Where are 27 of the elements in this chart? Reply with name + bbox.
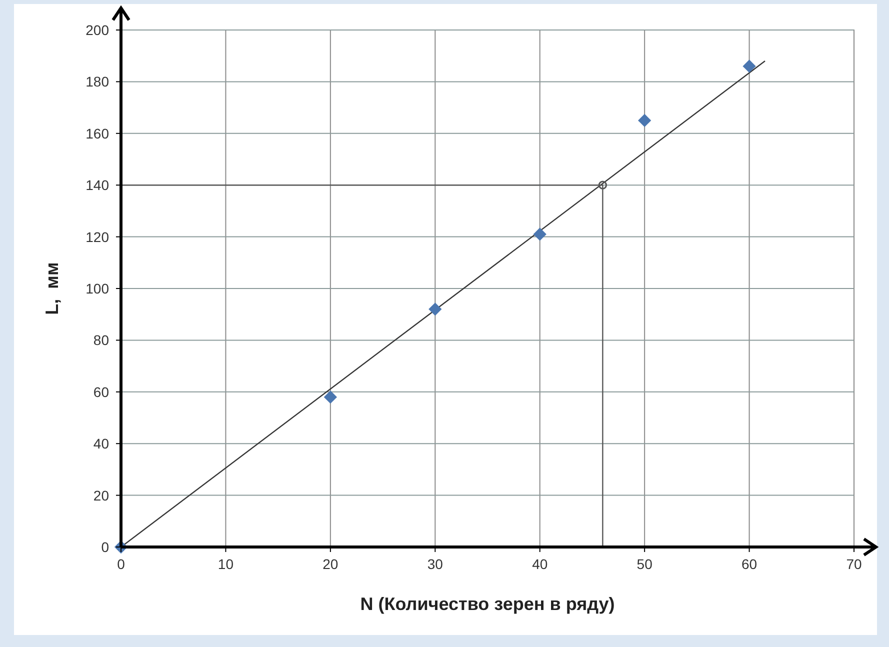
x-tick-label: 0: [117, 556, 126, 572]
y-tick-label: 0: [101, 539, 110, 555]
point: [598, 180, 608, 190]
y-tick-label: 180: [86, 74, 110, 90]
x-tick-label: 20: [322, 556, 338, 572]
y-tick-label: 100: [86, 280, 110, 296]
point: [324, 390, 337, 404]
y-tick-label: 120: [86, 228, 110, 245]
point: [428, 302, 442, 316]
point: [742, 60, 756, 73]
y-tick-label: 140: [86, 177, 110, 194]
y-tick-label: 80: [93, 332, 110, 348]
x-tick-label: 60: [741, 556, 758, 572]
y-tick-label: 160: [86, 125, 110, 142]
x-tick-label: 70: [846, 556, 862, 572]
x-tick-label: 10: [218, 556, 234, 572]
y-tick-label: 60: [93, 384, 110, 400]
y-axis-title: L, мм: [42, 262, 62, 315]
y-tick-label: 40: [93, 436, 110, 452]
y-tick-label: 20: [93, 487, 110, 504]
point: [638, 114, 652, 128]
y-tick-label: 200: [86, 22, 110, 38]
x-tick-label: 40: [532, 556, 548, 572]
x-tick-label: 30: [427, 556, 444, 572]
point: [533, 228, 546, 241]
x-tick-label: 50: [636, 556, 653, 572]
x-axis-title: N (Количество зерен в ряду): [360, 594, 615, 614]
